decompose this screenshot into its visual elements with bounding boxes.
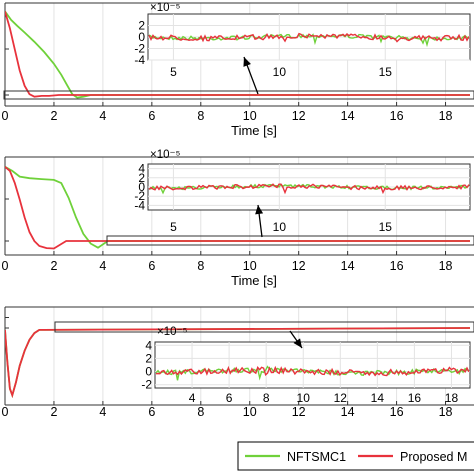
x-tick-label: 4 xyxy=(99,259,106,273)
inset-y-tick-label: 2 xyxy=(138,171,145,185)
inset-x-tick-label: 16 xyxy=(408,391,422,405)
x-tick-label: 14 xyxy=(341,109,355,123)
legend-label-nftsmc1: NFTSMC1 xyxy=(287,450,346,464)
inset-x-tick-label: 10 xyxy=(273,220,287,234)
x-tick-label: 14 xyxy=(341,259,355,273)
x-tick-label: 18 xyxy=(439,259,453,273)
inset-x-tick-label: 15 xyxy=(379,65,393,79)
series-line-proposed xyxy=(5,11,470,98)
inset-y-tick-label: 0 xyxy=(138,180,145,194)
x-tick-label: 2 xyxy=(50,259,57,273)
inset-x-tick-label: 14 xyxy=(371,391,385,405)
inset-x-tick-label: 4 xyxy=(189,391,196,405)
x-axis-label: Time [s] xyxy=(231,273,277,288)
x-tick-label: 6 xyxy=(148,259,155,273)
x-tick-label: 18 xyxy=(439,405,453,419)
x-tick-label: 0 xyxy=(2,405,9,419)
inset-exponent-label: ×10⁻⁵ xyxy=(150,2,181,14)
inset-x-tick-label: 8 xyxy=(263,391,270,405)
x-tick-label: 6 xyxy=(148,109,155,123)
x-tick-label: 12 xyxy=(292,109,306,123)
inset-x-tick-label: 5 xyxy=(170,65,177,79)
legend: NFTSMC1 Proposed M xyxy=(237,441,474,471)
inset-y-tick-label: -2 xyxy=(134,42,145,56)
x-tick-label: 16 xyxy=(390,405,404,419)
x-tick-label: 12 xyxy=(292,405,306,419)
series-line-proposed xyxy=(5,166,470,250)
inset-x-tick-label: 5 xyxy=(170,220,177,234)
inset-y-tick-label: 2 xyxy=(145,351,152,365)
inset-y-tick-label: 0 xyxy=(138,30,145,44)
zoom-region-box xyxy=(54,321,474,333)
inset-x-tick-label: 12 xyxy=(334,391,348,405)
series-line-nftsmc1 xyxy=(5,166,470,249)
x-tick-label: 16 xyxy=(390,259,404,273)
x-tick-label: 8 xyxy=(197,405,204,419)
x-tick-label: 2 xyxy=(50,405,57,419)
zoom-arrowhead xyxy=(255,205,264,215)
x-tick-label: 6 xyxy=(148,405,155,419)
x-tick-label: 8 xyxy=(197,259,204,273)
inset-y-tick-label: -4 xyxy=(134,198,145,212)
inset-y-tick-label: 4 xyxy=(145,338,152,352)
inset-series-proposed xyxy=(155,365,470,377)
x-tick-label: 0 xyxy=(2,259,9,273)
zoom-arrowhead xyxy=(293,338,302,348)
inset-y-tick-label: 0 xyxy=(145,365,152,379)
inset-plot: 5 10 15 20-2-4 ×10⁻⁵ xyxy=(134,2,471,79)
legend-label-proposed: Proposed M xyxy=(400,450,467,464)
inset-series-proposed xyxy=(148,32,470,43)
x-tick-label: 8 xyxy=(197,109,204,123)
zoom-region-box xyxy=(106,235,474,246)
zoom-region-box xyxy=(3,90,474,100)
inset-exponent-label: ×10⁻⁵ xyxy=(150,149,181,161)
x-tick-label: 10 xyxy=(243,109,257,123)
x-tick-label: 2 xyxy=(50,109,57,123)
x-tick-label: 18 xyxy=(439,109,453,123)
inset-x-tick-label: 10 xyxy=(273,65,287,79)
inset-frame xyxy=(154,341,471,389)
inset-x-tick-label: 18 xyxy=(445,391,459,405)
inset-y-tick-label: 2 xyxy=(138,19,145,33)
x-axis-label: Time [s] xyxy=(231,123,277,138)
x-tick-label: 4 xyxy=(99,405,106,419)
x-tick-label: 12 xyxy=(292,259,306,273)
inset-x-tick-label: 15 xyxy=(379,220,393,234)
x-tick-label: 4 xyxy=(99,109,106,123)
x-tick-label: 10 xyxy=(243,259,257,273)
inset-exponent-label: ×10⁻⁵ xyxy=(157,326,188,338)
inset-series-proposed xyxy=(148,183,470,195)
x-tick-label: 10 xyxy=(243,405,257,419)
series-line-proposed xyxy=(5,327,471,399)
inset-y-tick-label: 4 xyxy=(138,162,145,176)
inset-plot: 5 10 15 420-2-4 ×10⁻⁵ xyxy=(134,149,471,234)
x-tick-label: 14 xyxy=(341,405,355,419)
inset-x-tick-label: 10 xyxy=(297,391,311,405)
x-tick-label: 0 xyxy=(2,109,9,123)
inset-x-tick-label: 6 xyxy=(226,391,233,405)
inset-y-tick-label: -2 xyxy=(134,189,145,203)
inset-y-tick-label: -4 xyxy=(134,53,145,67)
zoom-arrowhead xyxy=(243,57,251,67)
inset-y-tick-label: -2 xyxy=(141,378,152,392)
x-tick-label: 16 xyxy=(390,109,404,123)
